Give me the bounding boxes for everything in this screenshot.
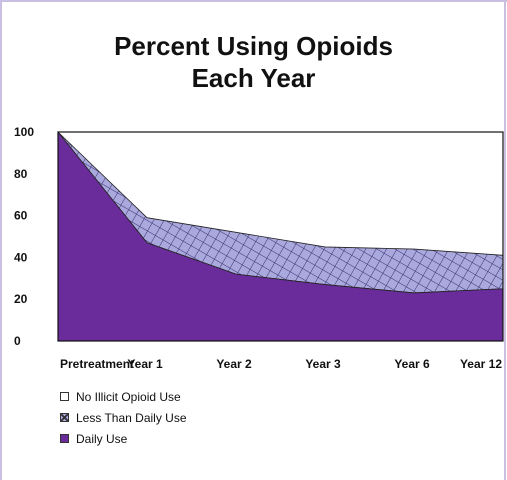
legend-label: Less Than Daily Use [76, 410, 187, 425]
y-tick-label: 100 [14, 125, 34, 139]
chart-axes [57, 131, 504, 342]
y-tick-label: 0 [14, 334, 21, 348]
x-category-label: Pretreatment [60, 357, 134, 371]
y-tick-label: 80 [14, 167, 28, 181]
legend: No Illicit Opioid Use Less Than Daily Us… [60, 386, 187, 449]
chart-title: Percent Using Opioids Each Year [0, 30, 507, 94]
legend-swatch-crosshatch [60, 413, 69, 422]
y-tick-label: 40 [14, 250, 28, 264]
chart-title-line-2: Each Year [191, 63, 316, 93]
chart-areas [57, 130, 504, 342]
frame-border-left [0, 0, 2, 480]
legend-item-no-illicit: No Illicit Opioid Use [60, 386, 187, 407]
x-category-label: Year 1 [127, 357, 163, 371]
plot-border [57, 131, 504, 342]
frame-border-top [0, 0, 507, 2]
y-tick-label: 60 [14, 209, 28, 223]
legend-swatch-daily [60, 434, 69, 443]
y-tick-label: 20 [14, 292, 28, 306]
x-category-label: Year 3 [305, 357, 341, 371]
legend-swatch-none [60, 392, 69, 401]
legend-item-less-than-daily: Less Than Daily Use [60, 407, 187, 428]
frame-border-right [504, 0, 506, 480]
legend-item-daily: Daily Use [60, 428, 187, 449]
y-axis-ticks: 100 80 60 40 20 0 [14, 125, 34, 348]
legend-label: No Illicit Opioid Use [76, 389, 181, 404]
x-category-label: Year 12 [460, 357, 502, 371]
x-category-label: Year 6 [394, 357, 430, 371]
chart-title-line-1: Percent Using Opioids [114, 31, 393, 61]
legend-label: Daily Use [76, 431, 128, 446]
x-category-label: Year 2 [216, 357, 252, 371]
